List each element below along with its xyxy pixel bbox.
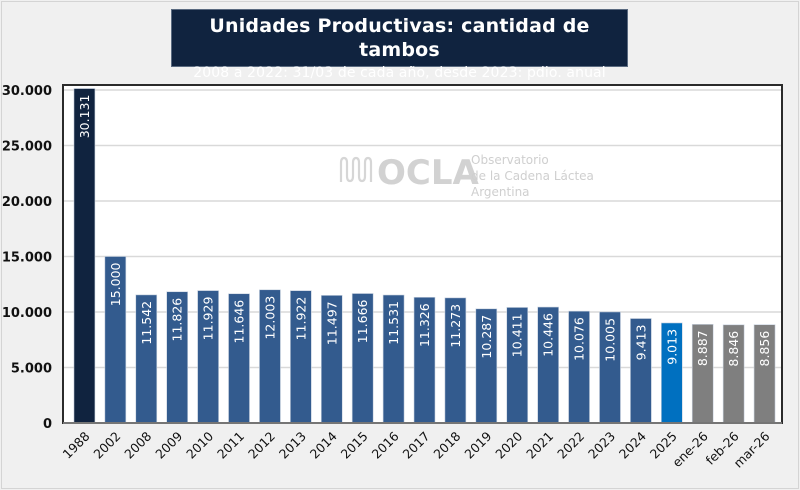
watermark-line2: de la Cadena Láctea <box>471 169 594 183</box>
data-label: 10.076 <box>572 317 587 361</box>
x-axis-ticks: 1988200220082009201020112012201320142015… <box>59 428 772 470</box>
ocla-wave-logo-icon <box>339 156 373 183</box>
data-label: 11.326 <box>417 303 432 347</box>
watermark-line3: Argentina <box>471 185 530 199</box>
y-tick-label: 0 <box>43 417 52 432</box>
y-axis-ticks: 0 5.000 10.000 15.000 20.000 25.000 30.000 <box>2 84 52 432</box>
data-label: 11.273 <box>448 304 463 348</box>
ocla-watermark: OCLA Observatorio de la Cadena Láctea Ar… <box>339 153 594 199</box>
y-tick-label: 20.000 <box>2 195 52 210</box>
x-tick-label: 2023 <box>585 429 618 462</box>
chart-title: Unidades Productivas: cantidad de tambos <box>209 15 590 61</box>
x-tick-label: 2012 <box>245 429 278 462</box>
x-tick-label: 2016 <box>369 428 402 461</box>
data-label: 9.013 <box>664 329 679 365</box>
x-tick-label: 2015 <box>338 429 371 462</box>
x-tick-label: 2019 <box>461 428 494 461</box>
data-label: 11.646 <box>232 300 247 344</box>
data-label: 10.446 <box>541 313 556 357</box>
x-tick-label: 2018 <box>430 428 463 461</box>
bars <box>73 88 776 424</box>
data-label: 8.846 <box>726 331 741 367</box>
x-tick-label: 2020 <box>492 428 525 461</box>
data-label: 10.005 <box>602 318 617 362</box>
data-label: 11.497 <box>324 301 339 345</box>
x-tick-label: 2017 <box>400 429 433 462</box>
data-label: 30.131 <box>77 95 92 139</box>
y-tick-label: 25.000 <box>2 140 52 155</box>
data-label: 10.287 <box>479 315 494 359</box>
data-label: 9.413 <box>633 325 648 361</box>
data-label: 11.666 <box>355 299 370 343</box>
data-label: 15.000 <box>108 262 123 306</box>
x-tick-label: 1988 <box>59 428 92 461</box>
data-label: 11.531 <box>386 301 401 345</box>
data-label: 8.887 <box>695 330 710 366</box>
x-tick-label: 2014 <box>307 428 340 461</box>
x-tick-label: 2011 <box>214 429 247 462</box>
data-label: 12.003 <box>262 296 277 340</box>
x-tick-label: 2013 <box>276 429 309 462</box>
data-label: 11.922 <box>293 297 308 341</box>
x-tick-label: 2002 <box>90 429 123 462</box>
chart-title-box: Unidades Productivas: cantidad de tambos… <box>171 9 628 81</box>
x-tick-label: 2021 <box>523 429 556 462</box>
x-tick-label: 2022 <box>554 429 587 462</box>
data-label: 10.411 <box>510 313 525 357</box>
x-tick-label: ene-26 <box>669 428 711 470</box>
x-tick-label: 2008 <box>121 428 154 461</box>
data-label: 8.856 <box>757 331 772 367</box>
x-tick-label: 2024 <box>616 428 649 461</box>
data-labels: 30.131 15.000 11.542 11.826 11.929 11.646 12.0… <box>77 95 772 367</box>
data-label: 11.929 <box>201 297 216 341</box>
data-label: 11.826 <box>170 298 185 342</box>
x-tick-label: 2009 <box>152 428 185 461</box>
data-label: 11.542 <box>139 301 154 345</box>
x-tick-label: 2010 <box>183 428 216 461</box>
y-tick-label: 15.000 <box>2 251 52 266</box>
watermark-line1: Observatorio <box>471 153 549 167</box>
chart-subtitle: 2008 a 2022: 31/03 de cada año, desde 20… <box>193 65 606 81</box>
watermark-brand: OCLA <box>377 153 480 193</box>
y-tick-label: 5.000 <box>11 362 52 377</box>
y-tick-label: 10.000 <box>2 306 52 321</box>
y-tick-label: 30.000 <box>2 84 52 99</box>
